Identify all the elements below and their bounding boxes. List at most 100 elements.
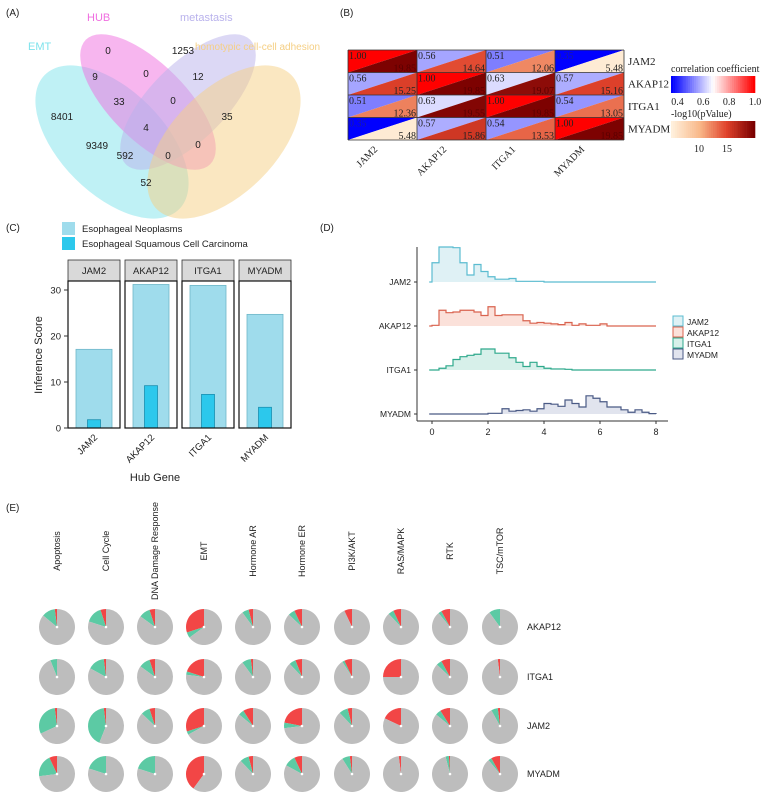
heatmap-cell-pvalue (348, 50, 417, 73)
pie-row-label: JAM2 (527, 721, 550, 731)
legend-correlation-swatch (698, 76, 701, 93)
pie-center (399, 675, 403, 679)
legend-correlation-tick: 0.4 (671, 97, 684, 108)
pie-slice-green (339, 708, 352, 726)
pie-center (251, 772, 255, 776)
pie-slice-green (388, 610, 401, 627)
pie-center (104, 772, 108, 776)
pie-slice-green (445, 756, 450, 774)
venn-region-count: 4 (143, 123, 149, 134)
legend-label: ITGA1 (687, 339, 712, 349)
pie-slice-gray (193, 756, 222, 793)
pie-center (498, 772, 502, 776)
pie-center (153, 625, 157, 629)
legend-correlation-swatch (731, 76, 735, 93)
ridge-line-akap12 (429, 306, 656, 327)
heatmap-correlation-label: 0.35 (349, 119, 367, 130)
legend-correlation-swatch (742, 76, 745, 93)
heatmap-correlation-label: 0.57 (556, 74, 574, 85)
pie-center (153, 772, 157, 776)
heatmap-pvalue-label: 13.53 (532, 131, 555, 142)
heatmap-cell-pvalue (486, 117, 555, 140)
legend-pvalue-tick: 15 (722, 144, 732, 155)
heatmap-pvalue-label: 19.85 (463, 86, 486, 97)
pie-slice-red (248, 756, 253, 774)
pie-center (104, 625, 108, 629)
heatmap-correlation-label: 0.51 (349, 96, 367, 107)
legend-pvalue-swatch (748, 121, 752, 138)
pie-slice-red (54, 708, 57, 726)
bar-escc (258, 406, 272, 429)
legend-correlation-swatch (746, 76, 749, 93)
ridge-line-myadm (429, 395, 657, 415)
heatmap-cell-pvalue (417, 72, 486, 95)
heatmap-cell-pvalue (417, 50, 486, 73)
pie-center (202, 675, 206, 679)
bar-esophageal-neoplasms (75, 348, 113, 429)
heatmap-correlation-label: 1.00 (487, 96, 505, 107)
legend-correlation-swatch (675, 76, 678, 93)
facet-panel-border (67, 280, 121, 429)
pie-column-label: Cell Cycle (101, 531, 111, 572)
venn-set-label: homotypic cell-cell adhesion (195, 42, 320, 53)
legend-swatch (672, 348, 684, 360)
facet-label: JAM2 (82, 266, 106, 277)
pie-center (350, 724, 354, 728)
venn-region-count: 9349 (86, 141, 109, 152)
pie-row-label: AKAP12 (527, 622, 561, 632)
legend-correlation-tick: 0.8 (723, 97, 736, 108)
venn-region-count: 35 (221, 112, 233, 123)
pie-slice-green (242, 659, 253, 677)
pie-slice-green (87, 708, 106, 743)
heatmap-column-label: JAM2 (355, 144, 380, 169)
pie-slice-red (284, 708, 302, 726)
pie-center (202, 724, 206, 728)
legend-pvalue-swatch (752, 121, 756, 138)
pie-row-label: ITGA1 (527, 672, 553, 682)
venn-region-count: 12 (192, 72, 204, 83)
pie-center (202, 625, 206, 629)
legend-label: JAM2 (687, 317, 709, 327)
pie-center (498, 724, 502, 728)
venn-region-count: 0 (195, 140, 201, 151)
legend-pvalue-swatch (689, 121, 693, 138)
venn-region-count: 0 (170, 96, 176, 107)
panel-label-b: (B) (340, 8, 353, 19)
venn-region-count: 9 (92, 72, 98, 83)
legend-pvalue-swatch (677, 121, 680, 138)
heatmap-correlation-label: 0.54 (487, 119, 505, 130)
legend-pvalue-swatch (750, 121, 754, 138)
heatmap-correlation-label: 0.35 (556, 51, 574, 62)
heatmap-correlation-label: 0.56 (349, 74, 367, 85)
pie-slice-green (186, 671, 204, 677)
panel-label-e: (E) (6, 503, 19, 514)
venn-region-count: 0 (143, 69, 149, 80)
legend-correlation-swatch (683, 76, 686, 93)
pie-center (498, 675, 502, 679)
pie-center (448, 724, 452, 728)
legend-pvalue-swatch (721, 121, 724, 138)
y-tick-label: MYADM (380, 409, 411, 419)
venn-set-homotypic-cell-cell-adhesion (147, 65, 301, 219)
heatmap-cell-pvalue (555, 117, 624, 140)
heatmap-pvalue-label: 19.85 (601, 131, 624, 142)
legend-correlation-swatch (719, 76, 722, 93)
pie-slice-green (284, 722, 302, 729)
pie-slice-green (88, 609, 106, 627)
legend-pvalue-swatch (708, 121, 712, 138)
legend-correlation-swatch (696, 76, 699, 93)
pie-column-label: RTK (445, 542, 455, 560)
pie-column-label: DNA Damage Response (150, 502, 160, 600)
pie-column-label: Hormone ER (297, 524, 307, 577)
legend-label: Esophageal Squamous Cell Carcinoma (82, 239, 249, 250)
x-tick-label: 2 (485, 427, 490, 437)
legend-correlation-swatch (727, 76, 731, 93)
heatmap-correlation-label: 0.51 (487, 51, 505, 62)
pie-center (300, 675, 304, 679)
legend-correlation-swatch (736, 76, 739, 93)
heatmap-cell-pvalue (486, 50, 555, 73)
x-tick-label: ITGA1 (187, 432, 214, 459)
venn-region-count: 8401 (51, 112, 74, 123)
heatmap-pvalue-label: 15.25 (394, 86, 417, 97)
